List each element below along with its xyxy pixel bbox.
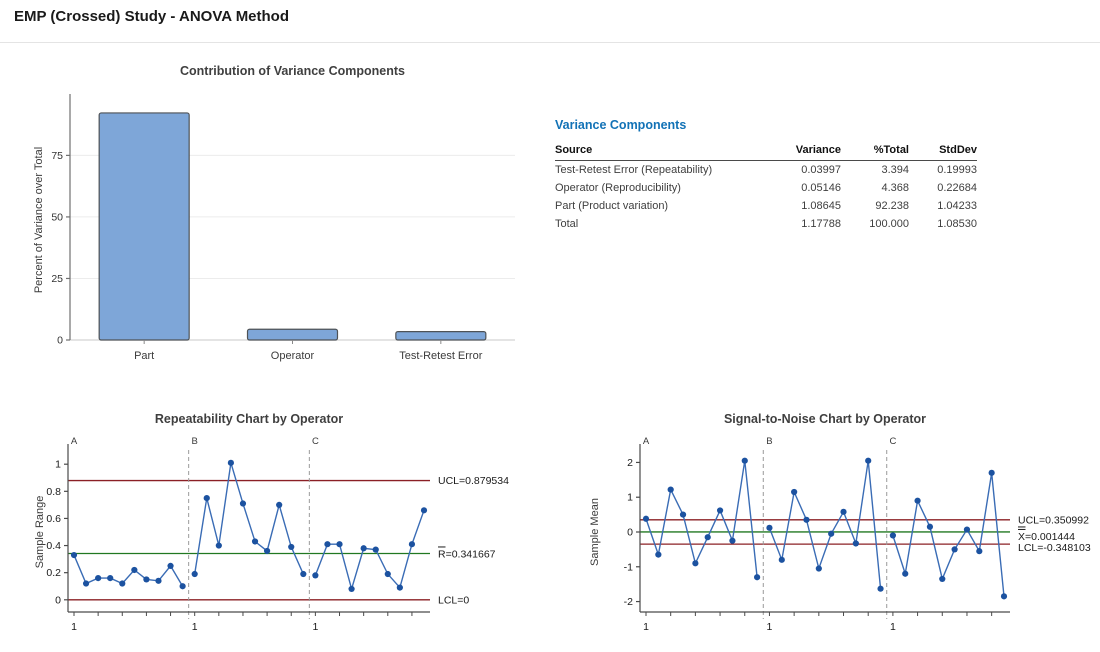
table-cell: Test-Retest Error (Repeatability) [555,164,713,176]
title-divider [0,42,1100,43]
table-cell: 1.17788 [801,218,841,230]
svg-text:A: A [643,436,650,447]
column-header: %Total [841,142,909,161]
svg-text:B: B [766,436,772,447]
table-row: Total 1.17788 100.000 1.08530 [555,215,977,233]
repeatability-chart[interactable]: A 1 B 1 C 1 0 0.2 0.4 0.6 0.8 1 UCL=0.879534 R=0.3416… [30,407,545,652]
table-cell: 1.08645 [801,200,841,212]
svg-text:-1: -1 [624,561,633,573]
svg-text:1: 1 [55,459,61,471]
table-cell: 3.394 [881,164,909,176]
table-cell: Part (Product variation) [555,200,669,212]
svg-text:50: 50 [51,211,63,223]
table-cell: 100.000 [869,218,909,230]
table-cell: 0.19993 [937,164,977,176]
svg-text:Operator: Operator [271,350,315,362]
table-cell: 0.22684 [937,182,977,194]
signal-to-noise-chart[interactable]: A 1 B 1 C 1 -2 -1 0 1 2 UCL=0.350992 X=0.001444 LCL=-… [585,407,1100,652]
svg-text:C: C [889,436,896,447]
table-cell: 1.04233 [937,200,977,212]
column-header: Source [555,142,773,161]
svg-text:R=0.341667: R=0.341667 [438,548,496,560]
svg-text:Repeatability Chart by Operato: Repeatability Chart by Operator [155,412,343,426]
table-cell: Operator (Reproducibility) [555,182,681,194]
svg-text:B: B [192,436,198,447]
svg-text:1: 1 [192,621,198,633]
svg-text:0.2: 0.2 [46,567,61,579]
table-cell: 1.08530 [937,218,977,230]
svg-text:-2: -2 [624,596,633,608]
column-header: Variance [773,142,841,161]
table-title: Variance Components [555,118,687,132]
svg-text:C: C [312,436,319,447]
table-cell: 4.368 [881,182,909,194]
table-cell: 92.238 [875,200,909,212]
table-cell: 0.03997 [801,164,841,176]
table-header-row: Source Variance %Total StdDev [555,142,977,161]
column-header: StdDev [909,142,977,161]
svg-text:0: 0 [57,335,63,347]
svg-text:1: 1 [890,621,896,633]
table-cell: Total [555,218,579,230]
bar-chart-svg: 0 25 50 75 Part Operator Test-Retest Error Cont… [33,64,515,362]
variance-table: Source Variance %Total StdDev Test-Retest E… [555,142,977,233]
svg-text:Sample Range: Sample Range [34,496,46,569]
svg-text:1: 1 [312,621,318,633]
svg-text:0: 0 [627,527,633,539]
svg-text:X=0.001444: X=0.001444 [1018,531,1075,543]
table-row: Test-Retest Error (Repeatability) 0.03997… [555,161,977,180]
svg-text:LCL=-0.348103: LCL=-0.348103 [1018,542,1091,554]
svg-text:1: 1 [643,621,649,633]
signal-to-noise-chart-svg: A 1 B 1 C 1 -2 -1 0 1 2 UCL=0.350992 X=0.001444LCL=-… [589,412,1091,633]
svg-text:0.4: 0.4 [46,540,61,552]
svg-text:Sample Mean: Sample Mean [589,498,601,566]
svg-text:75: 75 [51,150,63,162]
svg-text:Percent of Variance over Total: Percent of Variance over Total [33,147,45,293]
svg-text:0: 0 [55,594,61,606]
repeatability-chart-svg: A 1 B 1 C 1 0 0.2 0.4 0.6 0.8 1 UCL=0.879534 R=0.3416… [34,412,509,633]
table-cell: 0.05146 [801,182,841,194]
table-row: Operator (Reproducibility) 0.05146 4.368 0.… [555,179,977,197]
svg-text:1: 1 [627,492,633,504]
variance-contribution-chart[interactable]: 0 25 50 75 Part Operator Test-Retest Error Cont… [30,55,540,375]
svg-text:1: 1 [71,621,77,633]
svg-text:UCL=0.350992: UCL=0.350992 [1018,514,1089,526]
svg-text:2: 2 [627,457,633,469]
svg-text:0.8: 0.8 [46,486,61,498]
svg-text:25: 25 [51,273,63,285]
svg-text:A: A [71,436,78,447]
variance-components-panel: Variance Components Source Variance %Total… [555,118,995,233]
svg-text:UCL=0.879534: UCL=0.879534 [438,475,509,487]
svg-text:Contribution of Variance Compo: Contribution of Variance Components [180,64,405,78]
svg-text:0.6: 0.6 [46,513,61,525]
table-row: Part (Product variation) 1.08645 92.238 1.0… [555,197,977,215]
svg-text:Part: Part [134,350,154,362]
svg-text:Signal-to-Noise Chart by Opera: Signal-to-Noise Chart by Operator [724,412,926,426]
page-title: EMP (Crossed) Study - ANOVA Method [14,8,290,25]
svg-text:Test-Retest Error: Test-Retest Error [399,350,482,362]
svg-text:LCL=0: LCL=0 [438,594,469,606]
svg-text:1: 1 [767,621,773,633]
